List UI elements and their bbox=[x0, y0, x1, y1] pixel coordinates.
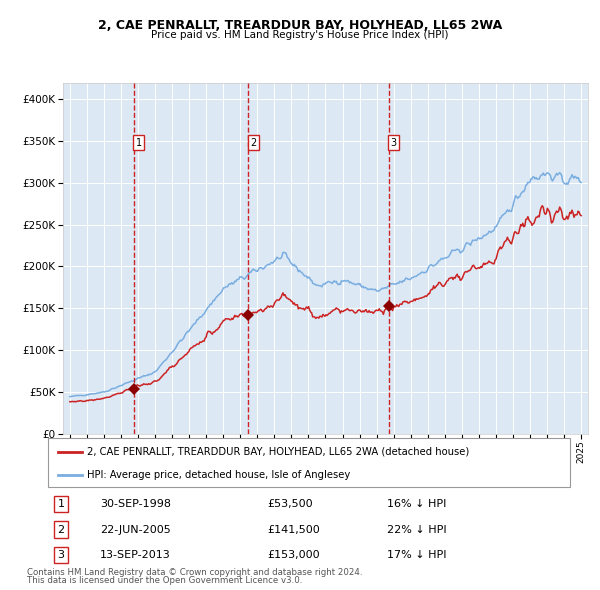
Text: £141,500: £141,500 bbox=[267, 525, 320, 535]
Text: 22-JUN-2005: 22-JUN-2005 bbox=[100, 525, 171, 535]
FancyBboxPatch shape bbox=[48, 438, 570, 487]
Text: 13-SEP-2013: 13-SEP-2013 bbox=[100, 550, 171, 560]
Text: 22% ↓ HPI: 22% ↓ HPI bbox=[388, 525, 447, 535]
Text: Price paid vs. HM Land Registry's House Price Index (HPI): Price paid vs. HM Land Registry's House … bbox=[151, 30, 449, 40]
Text: 17% ↓ HPI: 17% ↓ HPI bbox=[388, 550, 447, 560]
Text: £153,000: £153,000 bbox=[267, 550, 320, 560]
Text: 16% ↓ HPI: 16% ↓ HPI bbox=[388, 499, 446, 509]
Text: 2, CAE PENRALLT, TREARDDUR BAY, HOLYHEAD, LL65 2WA (detached house): 2, CAE PENRALLT, TREARDDUR BAY, HOLYHEAD… bbox=[87, 447, 469, 457]
Text: 1: 1 bbox=[58, 499, 65, 509]
Text: £53,500: £53,500 bbox=[267, 499, 313, 509]
Text: This data is licensed under the Open Government Licence v3.0.: This data is licensed under the Open Gov… bbox=[27, 576, 302, 585]
Text: 1: 1 bbox=[136, 138, 142, 148]
Text: 2: 2 bbox=[58, 525, 65, 535]
Text: 3: 3 bbox=[391, 138, 397, 148]
Text: HPI: Average price, detached house, Isle of Anglesey: HPI: Average price, detached house, Isle… bbox=[87, 470, 350, 480]
Text: 2, CAE PENRALLT, TREARDDUR BAY, HOLYHEAD, LL65 2WA: 2, CAE PENRALLT, TREARDDUR BAY, HOLYHEAD… bbox=[98, 19, 502, 32]
Text: Contains HM Land Registry data © Crown copyright and database right 2024.: Contains HM Land Registry data © Crown c… bbox=[27, 568, 362, 577]
Text: 3: 3 bbox=[58, 550, 65, 560]
Text: 30-SEP-1998: 30-SEP-1998 bbox=[100, 499, 171, 509]
Text: 2: 2 bbox=[250, 138, 257, 148]
